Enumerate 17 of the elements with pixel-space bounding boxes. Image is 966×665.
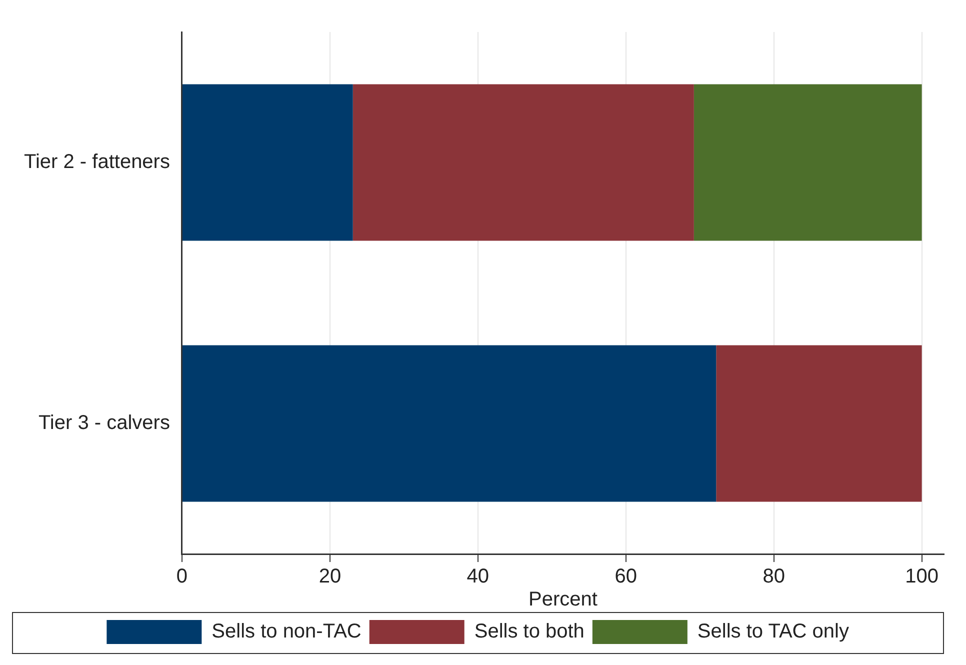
x-tick-label: 0 (176, 566, 188, 588)
x-tick-label: 40 (466, 566, 490, 588)
bar (182, 84, 353, 241)
bar (182, 345, 716, 502)
x-axis-title: Percent (528, 588, 598, 611)
legend-label: Sells to both (474, 620, 584, 643)
x-tick-label: 60 (614, 566, 637, 588)
bar (716, 345, 922, 502)
x-tick-label: 80 (762, 566, 785, 588)
legend-label: Sells to TAC only (697, 620, 849, 643)
bar (352, 84, 694, 241)
y-tick-label: Tier 3 - calvers (38, 412, 170, 434)
x-tick-label: 100 (905, 566, 938, 588)
bar (694, 84, 922, 241)
x-tick-label: 20 (318, 566, 342, 588)
legend-label: Sells to non-TAC (212, 620, 362, 643)
y-tick-label: Tier 2 - fatteners (24, 151, 170, 174)
